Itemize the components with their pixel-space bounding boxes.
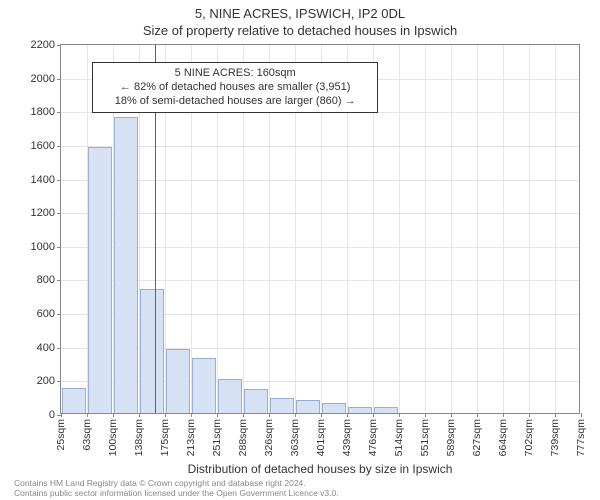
y-tick-mark [57, 146, 61, 147]
x-tick-mark [139, 413, 140, 417]
histogram-bar [166, 349, 191, 413]
x-tick-mark [295, 413, 296, 417]
histogram-bar [348, 407, 373, 413]
footer-line-1: Contains HM Land Registry data © Crown c… [14, 478, 339, 488]
x-tick-label: 739sqm [549, 419, 561, 456]
x-tick-label: 514sqm [393, 419, 405, 456]
x-tick-label: 627sqm [471, 419, 483, 456]
y-tick-mark [57, 45, 61, 46]
x-tick-mark [87, 413, 88, 417]
x-tick-mark [347, 413, 348, 417]
y-tick-label: 1800 [31, 106, 55, 118]
x-tick-label: 476sqm [367, 419, 379, 456]
chart-title-main: 5, NINE ACRES, IPSWICH, IP2 0DL [0, 0, 600, 21]
chart-frame: 0200400600800100012001400160018002000220… [60, 44, 580, 414]
y-axis-label-wrap: Number of detached properties [14, 44, 28, 414]
x-tick-label: 664sqm [497, 419, 509, 456]
histogram-bar [140, 289, 165, 413]
x-tick-label: 138sqm [133, 419, 145, 456]
footer-line-2: Contains public sector information licen… [14, 488, 339, 498]
x-tick-mark [425, 413, 426, 417]
histogram-bar [218, 379, 243, 413]
x-tick-mark [243, 413, 244, 417]
y-tick-mark [57, 180, 61, 181]
x-tick-label: 777sqm [575, 419, 587, 456]
y-tick-label: 1000 [31, 241, 55, 253]
x-tick-mark [321, 413, 322, 417]
y-tick-mark [57, 348, 61, 349]
x-tick-label: 288sqm [237, 419, 249, 456]
x-tick-mark [555, 413, 556, 417]
x-tick-mark [373, 413, 374, 417]
x-tick-mark [529, 413, 530, 417]
chart-title-sub: Size of property relative to detached ho… [0, 21, 600, 38]
x-tick-mark [581, 413, 582, 417]
y-tick-mark [57, 247, 61, 248]
x-axis-label: Distribution of detached houses by size … [60, 462, 580, 476]
y-tick-label: 200 [37, 375, 55, 387]
x-tick-mark [113, 413, 114, 417]
y-tick-mark [57, 112, 61, 113]
x-tick-label: 251sqm [211, 419, 223, 456]
annotation-box: 5 NINE ACRES: 160sqm← 82% of detached ho… [92, 62, 378, 113]
gridline-v [529, 45, 530, 413]
x-tick-mark [217, 413, 218, 417]
y-tick-mark [57, 314, 61, 315]
y-tick-label: 1200 [31, 207, 55, 219]
x-tick-mark [503, 413, 504, 417]
x-tick-mark [269, 413, 270, 417]
chart-container: 5, NINE ACRES, IPSWICH, IP2 0DL Size of … [0, 0, 600, 500]
x-tick-mark [477, 413, 478, 417]
histogram-bar [322, 403, 347, 413]
x-tick-label: 326sqm [263, 419, 275, 456]
y-tick-label: 800 [37, 274, 55, 286]
y-tick-label: 2000 [31, 73, 55, 85]
y-tick-label: 1400 [31, 174, 55, 186]
x-tick-label: 63sqm [81, 419, 93, 451]
gridline-v [477, 45, 478, 413]
gridline-v [425, 45, 426, 413]
annotation-line: 18% of semi-detached houses are larger (… [101, 94, 369, 108]
histogram-bar [114, 117, 139, 413]
y-tick-label: 2200 [31, 39, 55, 51]
x-tick-mark [451, 413, 452, 417]
x-tick-mark [165, 413, 166, 417]
x-tick-label: 363sqm [289, 419, 301, 456]
x-tick-label: 213sqm [185, 419, 197, 456]
y-tick-mark [57, 213, 61, 214]
y-tick-label: 1600 [31, 140, 55, 152]
gridline-v [451, 45, 452, 413]
x-tick-mark [399, 413, 400, 417]
y-tick-label: 600 [37, 308, 55, 320]
histogram-bar [296, 400, 321, 413]
gridline-v [399, 45, 400, 413]
histogram-bar [374, 407, 399, 413]
x-tick-label: 439sqm [341, 419, 353, 456]
histogram-bar [244, 389, 269, 413]
x-tick-mark [61, 413, 62, 417]
x-tick-label: 702sqm [523, 419, 535, 456]
footer-attribution: Contains HM Land Registry data © Crown c… [14, 478, 339, 498]
x-tick-label: 401sqm [315, 419, 327, 456]
x-tick-mark [191, 413, 192, 417]
y-tick-mark [57, 381, 61, 382]
y-tick-label: 400 [37, 342, 55, 354]
gridline-v [555, 45, 556, 413]
histogram-bar [62, 388, 87, 413]
y-tick-mark [57, 280, 61, 281]
x-tick-label: 100sqm [107, 419, 119, 456]
annotation-line: ← 82% of detached houses are smaller (3,… [101, 80, 369, 94]
histogram-bar [88, 147, 113, 413]
histogram-bar [192, 358, 217, 414]
gridline-v [503, 45, 504, 413]
x-tick-label: 175sqm [159, 419, 171, 456]
x-tick-label: 589sqm [445, 419, 457, 456]
x-tick-label: 551sqm [419, 419, 431, 456]
annotation-line: 5 NINE ACRES: 160sqm [101, 66, 369, 80]
histogram-bar [270, 398, 295, 413]
plot-area: 0200400600800100012001400160018002000220… [60, 44, 580, 414]
y-tick-mark [57, 79, 61, 80]
x-tick-label: 25sqm [55, 419, 67, 451]
